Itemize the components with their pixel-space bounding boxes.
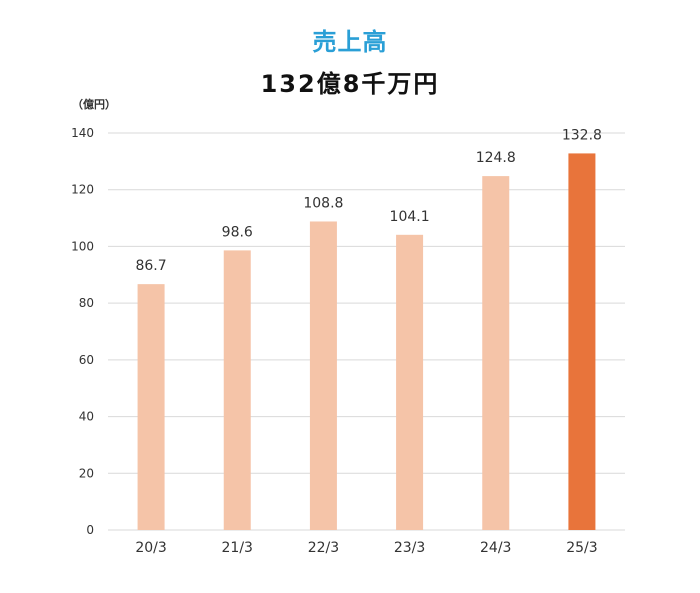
data-label-25/3: 132.8: [562, 127, 602, 143]
bar-25/3: [568, 153, 596, 530]
bar-24/3: [482, 176, 510, 531]
y-axis-ticks: 0 20 40 60 80 100 120 140: [71, 126, 94, 537]
y-tick-label-0: 0: [86, 523, 94, 537]
data-labels: 86.7 98.6 108.8 104.1 124.8 132.8: [135, 127, 601, 274]
x-tick-label-24/3: 24/3: [480, 540, 511, 556]
data-label-23/3: 104.1: [390, 209, 430, 225]
bar-22/3: [309, 221, 337, 530]
y-tick-label-100: 100: [71, 239, 94, 253]
unit-label: （億円）: [72, 98, 116, 111]
data-label-24/3: 124.8: [476, 150, 516, 166]
data-label-22/3: 108.8: [303, 195, 343, 211]
x-tick-label-22/3: 22/3: [308, 540, 339, 556]
data-label-21/3: 98.6: [222, 224, 253, 240]
chart-subtitle: 132億8千万円: [260, 70, 440, 98]
bar-20/3: [137, 284, 165, 530]
bars: [137, 153, 596, 531]
grid-lines: [108, 132, 625, 531]
y-tick-label-80: 80: [79, 296, 94, 310]
y-tick-label-140: 140: [71, 126, 94, 140]
x-tick-label-25/3: 25/3: [566, 540, 597, 556]
y-tick-label-20: 20: [79, 466, 94, 480]
bar-23/3: [396, 234, 424, 531]
y-tick-label-120: 120: [71, 183, 94, 197]
x-tick-label-23/3: 23/3: [394, 540, 425, 556]
y-tick-label-40: 40: [79, 410, 94, 424]
x-axis-ticks: 20/3 21/3 22/3 23/3 24/3 25/3: [135, 540, 597, 556]
data-label-20/3: 86.7: [135, 258, 166, 274]
y-tick-label-60: 60: [79, 353, 94, 367]
bar-21/3: [223, 250, 251, 531]
x-tick-label-20/3: 20/3: [135, 540, 166, 556]
chart-title: 売上高: [312, 28, 388, 56]
x-tick-label-21/3: 21/3: [222, 540, 253, 556]
